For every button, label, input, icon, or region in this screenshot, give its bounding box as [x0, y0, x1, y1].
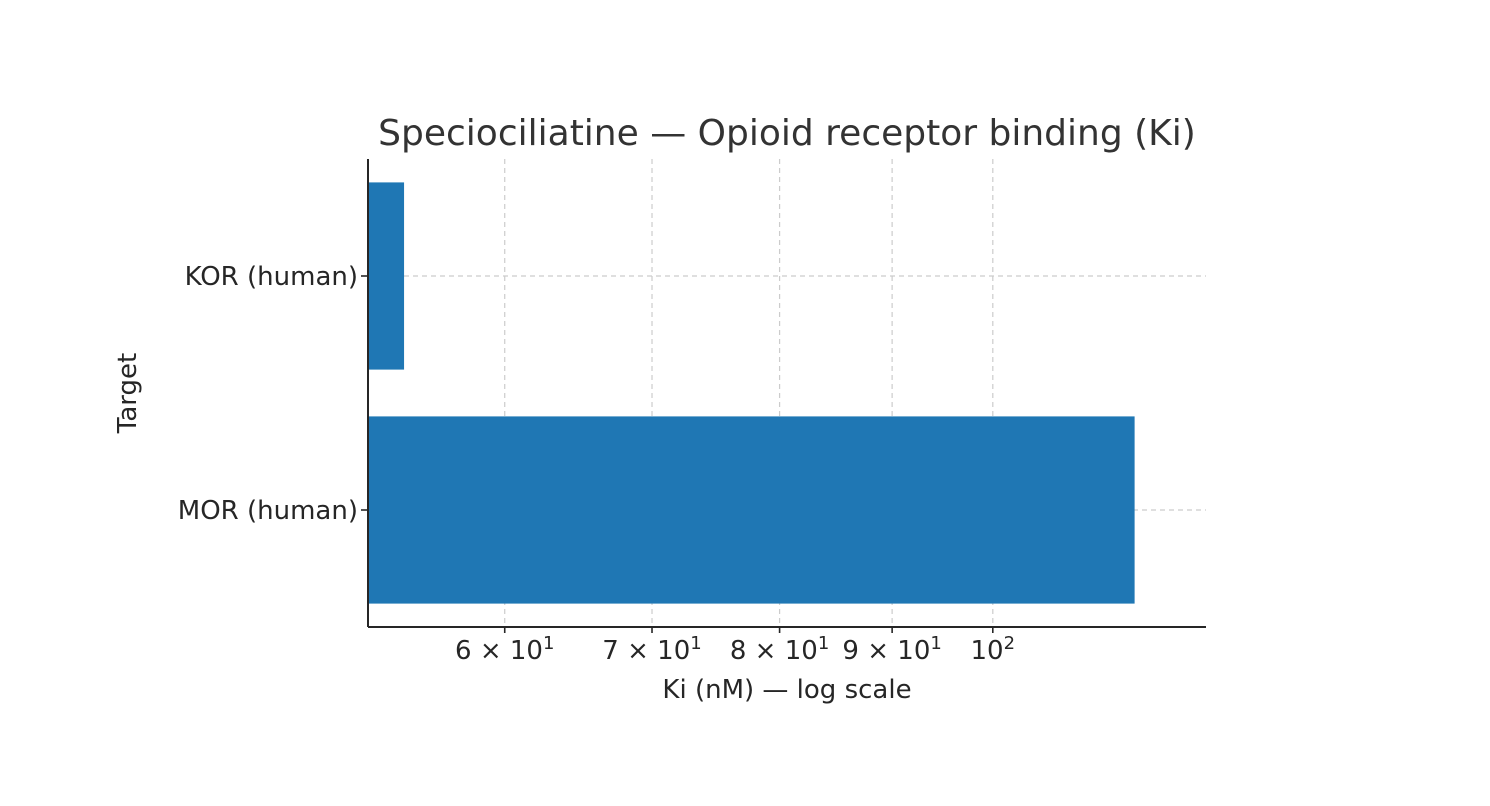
x-tick-label: 8 × 101: [730, 633, 829, 666]
bar-kor-human: [368, 182, 405, 370]
x-tick-label: 6 × 101: [455, 633, 554, 666]
bar-mor-human: [368, 416, 1135, 604]
x-tick-label: 102: [971, 633, 1016, 666]
x-tick-label: 7 × 101: [602, 633, 701, 666]
y-axis-label: Target: [113, 353, 143, 434]
axes-layer: [367, 159, 1206, 628]
ticks-layer: KOR (human) MOR (human) 6 × 101 7 × 101 8 × …: [178, 262, 1015, 666]
x-axis-label: Ki (nM) — log scale: [662, 675, 911, 705]
chart-title: Speciociliatine — Opioid receptor bindin…: [378, 113, 1196, 154]
bars-layer: [368, 182, 1135, 604]
y-tick-label: MOR (human): [178, 496, 358, 526]
y-tick-label: KOR (human): [185, 262, 358, 292]
x-tick-label: 9 × 101: [842, 633, 941, 666]
